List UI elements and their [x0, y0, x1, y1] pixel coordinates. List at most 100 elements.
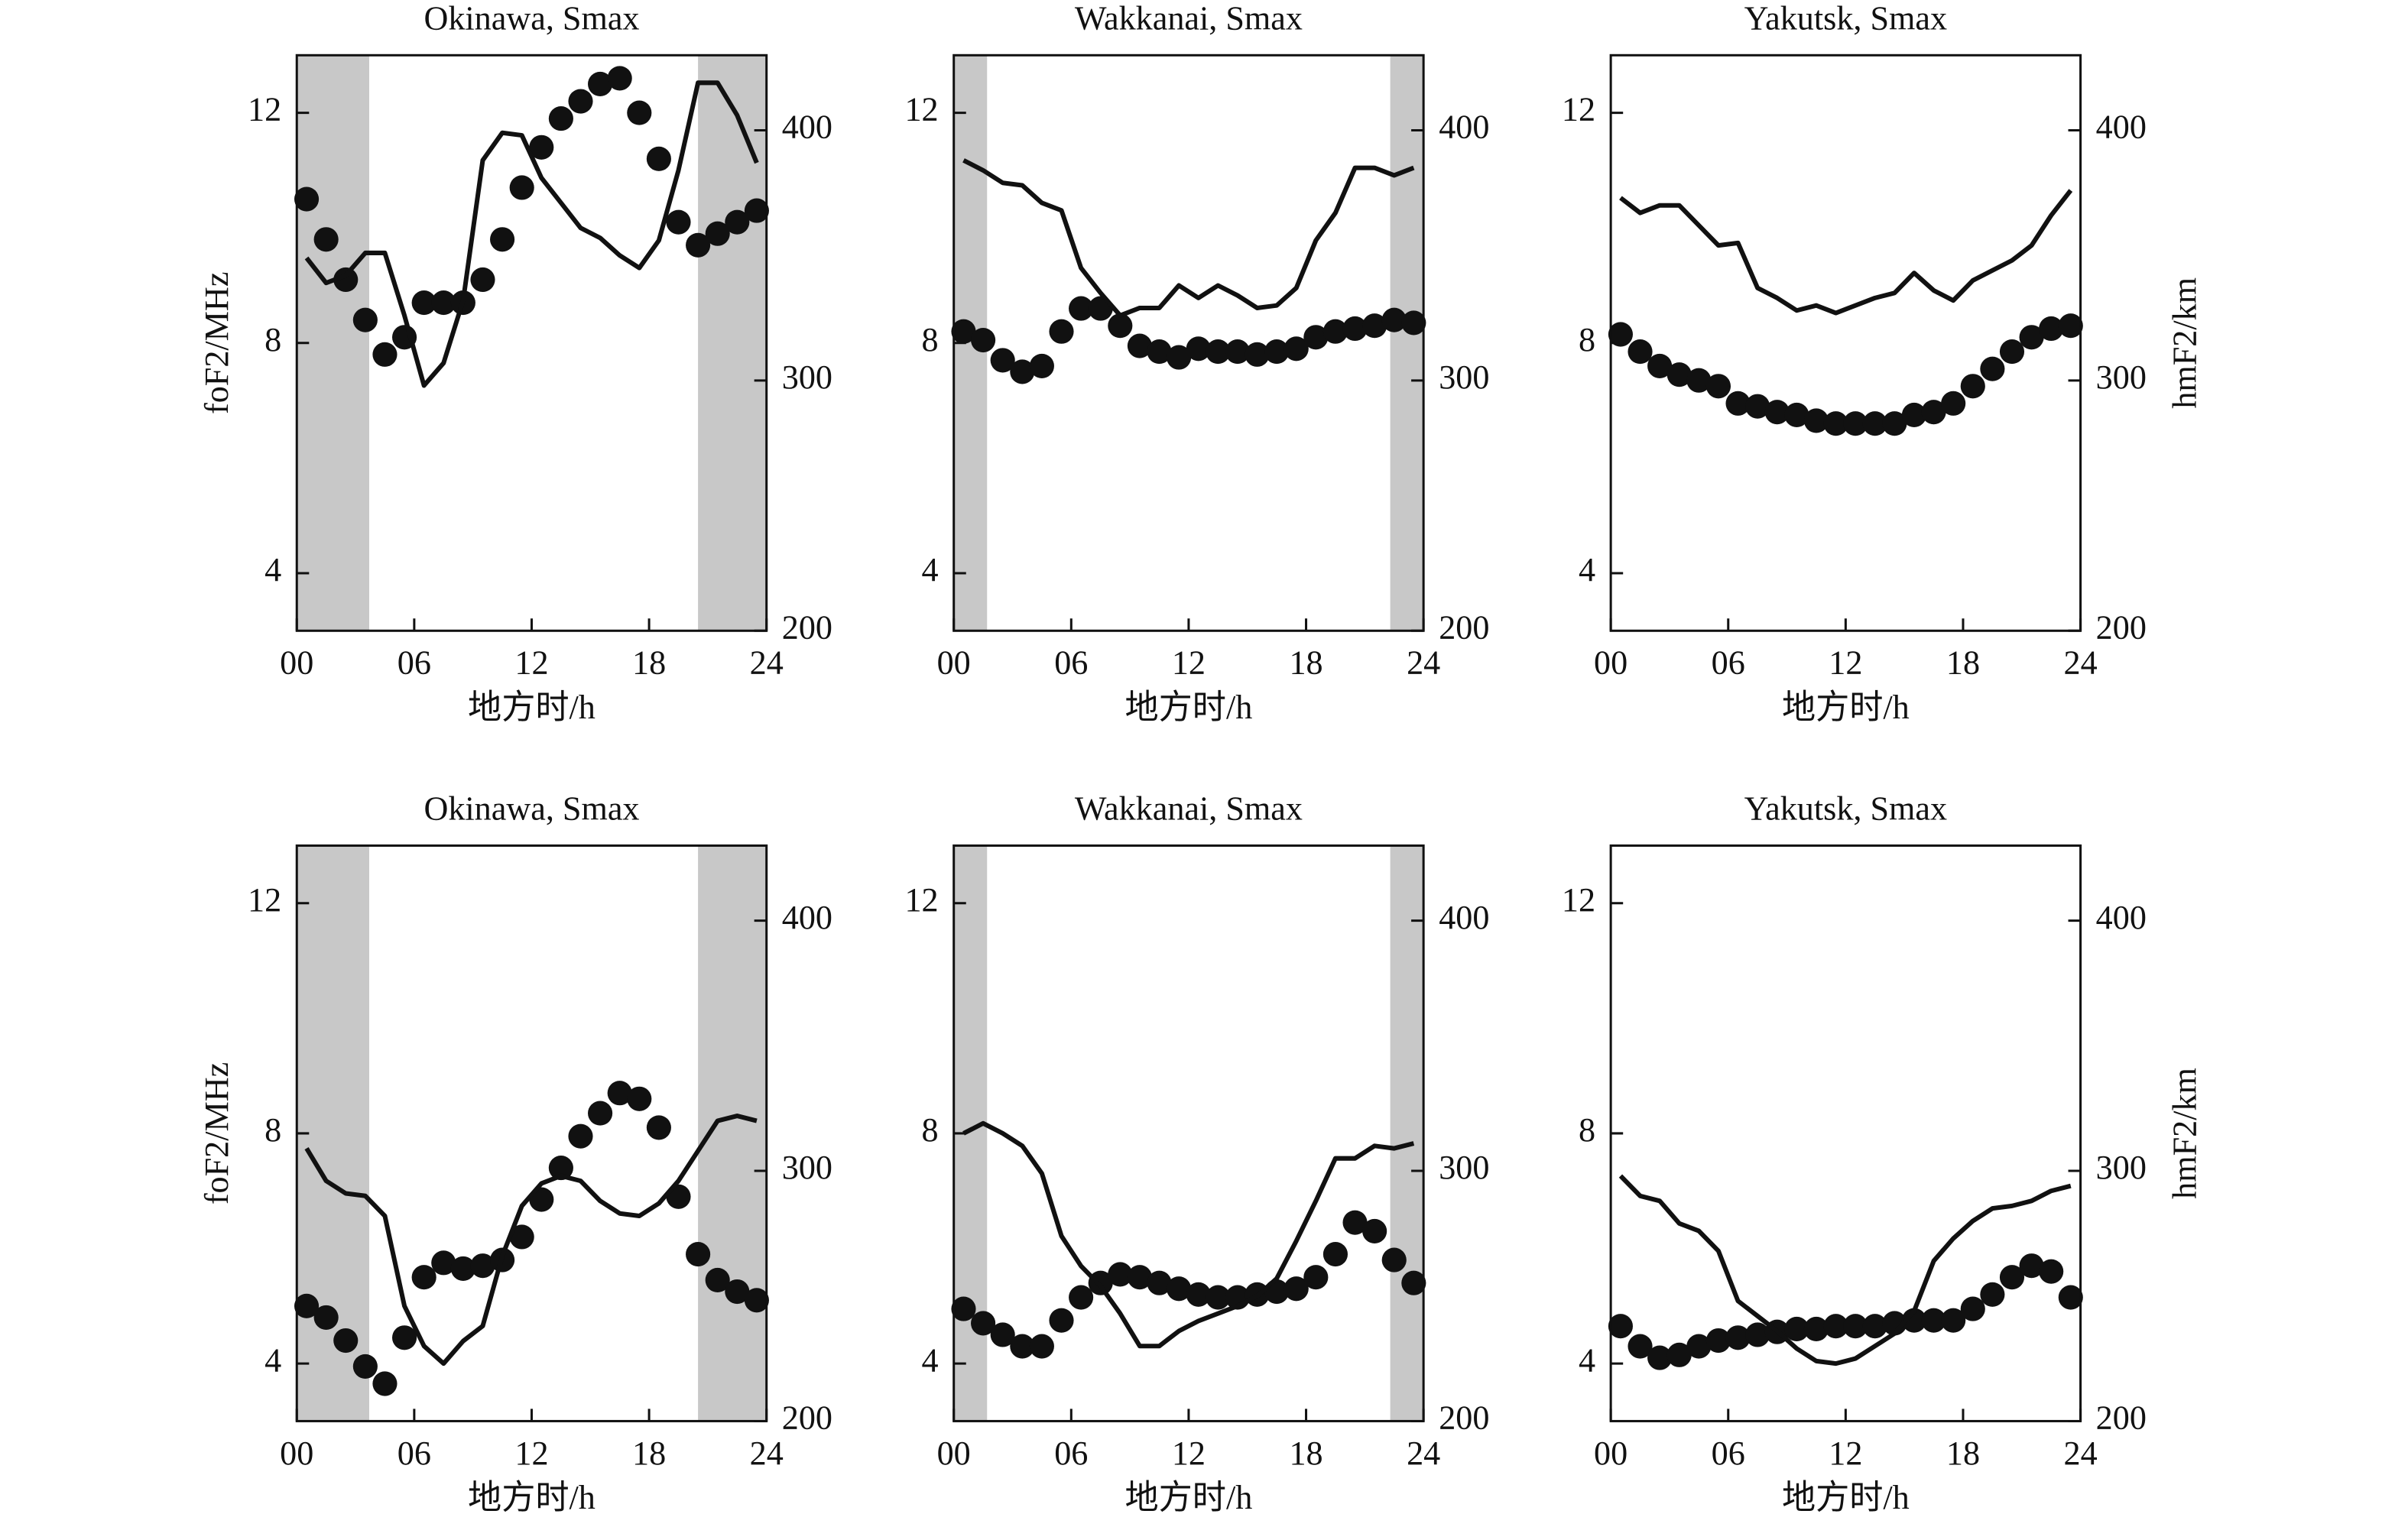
data-point: [1999, 339, 2025, 365]
data-point: [2019, 325, 2044, 350]
x-tick-label: 24: [750, 1435, 784, 1472]
data-point: [333, 267, 359, 293]
data-point: [470, 267, 495, 293]
y-tick-label: 8: [1579, 321, 1595, 358]
y2-tick-label: 300: [782, 358, 832, 396]
data-point: [333, 1328, 359, 1354]
y-tick-label: 12: [904, 881, 938, 919]
data-point: [1127, 333, 1152, 358]
y-tick-label: 12: [1562, 881, 1595, 919]
data-point: [2019, 1253, 2044, 1279]
data-point: [411, 1265, 436, 1290]
x-tick-label: 00: [1594, 1435, 1628, 1472]
y-tick-label: 12: [248, 881, 281, 919]
data-point: [1362, 313, 1387, 339]
data-point: [1186, 336, 1211, 361]
data-point: [725, 1279, 750, 1305]
y2-tick-label: 400: [782, 109, 832, 146]
data-point: [1049, 319, 1074, 344]
x-axis-label: 地方时/h: [1782, 1479, 1910, 1516]
data-point: [1921, 400, 1946, 425]
data-point: [1901, 402, 1927, 427]
y2-tick-label: 400: [2096, 899, 2147, 936]
panel: 00 06 12 18 24 4 8 12 200 300 400 Wakkanai, Smax 地方时…: [904, 789, 1489, 1516]
x-tick-label: 06: [398, 644, 431, 682]
data-point: [1322, 1242, 1348, 1267]
data-point: [990, 348, 1015, 373]
x-tick-label: 18: [1289, 644, 1322, 682]
x-tick-label: 24: [1407, 1435, 1440, 1472]
data-point: [646, 146, 671, 171]
data-point: [1108, 313, 1133, 339]
data-point: [1764, 400, 1790, 425]
y2-axis-label: hmF2/km: [2166, 1068, 2203, 1199]
data-point: [666, 209, 691, 235]
data-point: [1147, 1270, 1172, 1295]
data-point: [372, 1371, 398, 1396]
data-point: [1186, 1282, 1211, 1307]
y-tick-label: 8: [922, 1111, 939, 1149]
data-point: [490, 227, 515, 252]
data-point: [1666, 1342, 1692, 1367]
data-point: [1010, 1334, 1035, 1359]
data-point: [431, 290, 456, 316]
panel: 00 06 12 18 24 4 8 12 200 300 400 Yakutsk, Smax 地方时/…: [1562, 789, 2203, 1516]
data-line: [962, 1120, 1415, 1349]
panel-title: Yakutsk, Smax: [1744, 0, 1947, 37]
data-point: [607, 66, 632, 91]
data-line: [304, 1114, 758, 1367]
data-point: [294, 1293, 320, 1318]
data-point: [1029, 1334, 1054, 1359]
y2-axis-label: hmF2/km: [2166, 277, 2203, 409]
panel-title: Wakkanai, Smax: [1075, 789, 1303, 827]
data-point: [1206, 1285, 1231, 1310]
data-point: [1245, 342, 1270, 367]
data-point: [588, 71, 613, 97]
y-tick-label: 8: [1579, 1111, 1595, 1149]
data-point: [1862, 411, 1887, 436]
x-tick-label: 18: [1946, 1435, 1980, 1472]
data-point: [1206, 339, 1231, 365]
x-tick-label: 12: [1829, 1435, 1862, 1472]
x-tick-label: 06: [1712, 644, 1745, 682]
data-point: [1686, 1334, 1712, 1359]
data-point: [1303, 325, 1329, 350]
y-tick-label: 8: [264, 321, 281, 358]
data-point: [1303, 1265, 1329, 1290]
y2-tick-label: 400: [2096, 109, 2147, 146]
x-tick-label: 12: [514, 644, 548, 682]
y2-tick-label: 300: [2096, 1149, 2147, 1186]
data-point: [313, 1305, 339, 1330]
data-point: [529, 135, 554, 160]
y2-tick-label: 200: [2096, 608, 2147, 646]
data-point: [372, 342, 398, 367]
y-tick-label: 4: [1579, 551, 1595, 588]
x-tick-label: 18: [632, 644, 666, 682]
data-point: [646, 1115, 671, 1140]
data-point: [588, 1101, 613, 1126]
data-point: [1284, 336, 1309, 361]
data-point: [1381, 1247, 1407, 1272]
data-point: [568, 89, 593, 114]
x-axis-label: 地方时/h: [1782, 689, 1910, 726]
y-tick-label: 4: [1579, 1341, 1595, 1379]
y2-tick-label: 200: [782, 608, 832, 646]
data-line: [304, 80, 759, 388]
data-point: [1784, 1316, 1809, 1342]
data-point: [990, 1322, 1015, 1347]
data-line: [962, 158, 1415, 318]
data-point: [1823, 411, 1848, 436]
y2-tick-label: 300: [2096, 358, 2147, 396]
y-axis-label: foF2/MHz: [198, 272, 235, 414]
y-axis-label: foF2/MHz: [198, 1062, 235, 1204]
data-point: [1608, 1314, 1633, 1339]
data-point: [1010, 359, 1035, 384]
panel-title: Yakutsk, Smax: [1744, 789, 1947, 827]
y-tick-label: 8: [264, 1111, 281, 1149]
y-tick-label: 4: [922, 1341, 939, 1379]
data-point: [951, 319, 976, 344]
night-shade: [698, 55, 767, 631]
data-point: [725, 209, 750, 235]
data-point: [705, 1267, 730, 1293]
